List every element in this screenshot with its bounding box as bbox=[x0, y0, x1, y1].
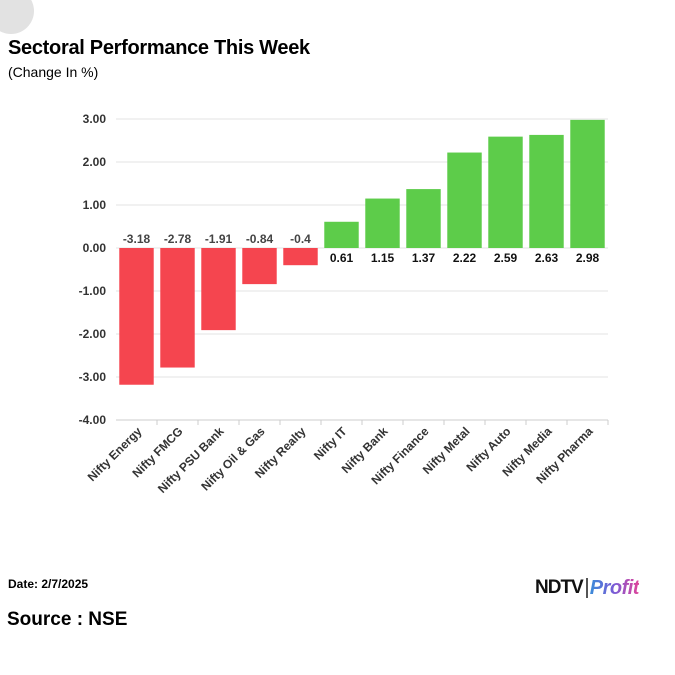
y-tick-label: 3.00 bbox=[83, 112, 107, 126]
data-label: -0.84 bbox=[246, 232, 274, 246]
data-label: 0.61 bbox=[330, 251, 354, 265]
data-label: 1.15 bbox=[371, 251, 395, 265]
chart-subtitle: (Change In %) bbox=[8, 64, 99, 80]
bar bbox=[447, 152, 482, 248]
chart-title: Sectoral Performance This Week bbox=[8, 37, 310, 59]
bar bbox=[324, 221, 359, 248]
data-label: -2.78 bbox=[164, 232, 192, 246]
bar bbox=[119, 248, 154, 385]
data-label: 2.63 bbox=[535, 251, 559, 265]
y-tick-label: 2.00 bbox=[83, 155, 107, 169]
bar bbox=[365, 198, 400, 248]
data-label: -1.91 bbox=[205, 232, 233, 246]
ndtv-profit-logo: NDTV Profit bbox=[535, 575, 639, 601]
y-tick-label: -1.00 bbox=[79, 284, 107, 298]
bar bbox=[160, 248, 195, 368]
data-label: 2.22 bbox=[453, 251, 477, 265]
bar bbox=[570, 119, 605, 248]
bar bbox=[529, 134, 564, 248]
y-tick-label: -3.00 bbox=[79, 370, 107, 384]
data-label: -3.18 bbox=[123, 232, 151, 246]
data-label: 2.98 bbox=[576, 251, 600, 265]
bar bbox=[488, 136, 523, 248]
data-label: 2.59 bbox=[494, 251, 518, 265]
bar bbox=[406, 189, 441, 248]
y-tick-label: -2.00 bbox=[79, 327, 107, 341]
date-label: Date: 2/7/2025 bbox=[8, 577, 89, 591]
category-label: Nifty IT bbox=[311, 424, 350, 463]
y-tick-label: -4.00 bbox=[79, 413, 107, 427]
logo-profit-text: Profit bbox=[589, 576, 640, 599]
bar bbox=[242, 248, 277, 285]
logo-ndtv-text: NDTV bbox=[535, 577, 584, 598]
data-label: -0.4 bbox=[290, 232, 311, 246]
bar bbox=[283, 248, 318, 266]
y-tick-label: 0.00 bbox=[83, 241, 107, 255]
source-label: Source : NSE bbox=[7, 609, 128, 630]
bar-chart: 3.00 2.00 1.00 0.00 -1.00 -2.00 -3.00 -4.00 -3.1… bbox=[79, 112, 609, 496]
logo-separator bbox=[585, 578, 588, 598]
y-tick-label: 1.00 bbox=[83, 198, 107, 212]
bar bbox=[201, 248, 236, 331]
data-label: 1.37 bbox=[412, 251, 436, 265]
